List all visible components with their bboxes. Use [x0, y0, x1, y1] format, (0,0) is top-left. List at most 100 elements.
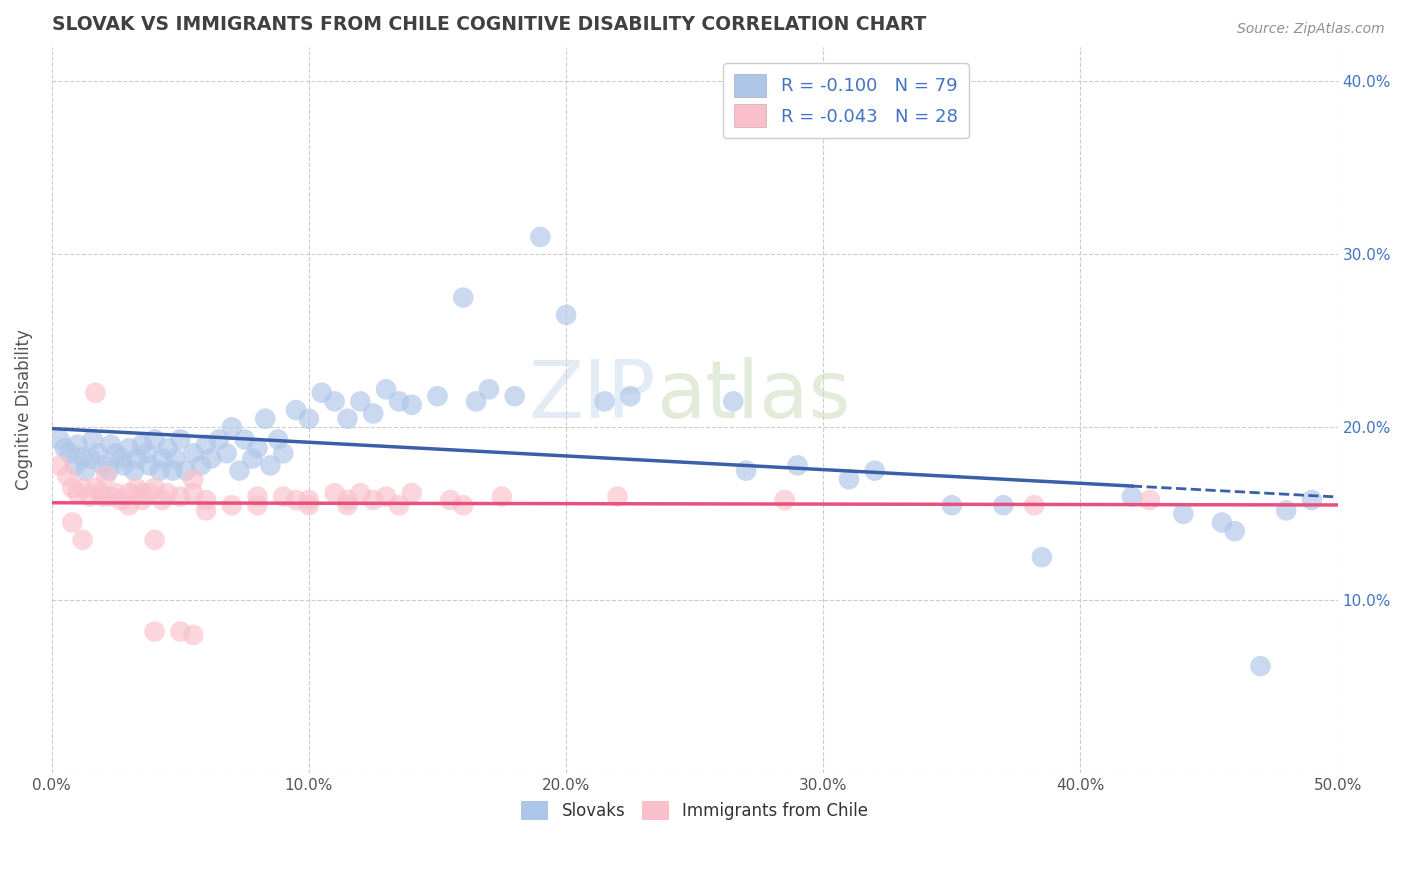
Point — [361, 493, 384, 508]
Point — [838, 472, 860, 486]
Point — [79, 490, 101, 504]
Point — [105, 486, 128, 500]
Point — [246, 441, 269, 455]
Point — [143, 481, 166, 495]
Point — [503, 389, 526, 403]
Point — [84, 385, 107, 400]
Point — [174, 464, 197, 478]
Point — [323, 394, 346, 409]
Point — [59, 446, 82, 460]
Point — [491, 490, 513, 504]
Point — [56, 468, 79, 483]
Text: SLOVAK VS IMMIGRANTS FROM CHILE COGNITIVE DISABILITY CORRELATION CHART: SLOVAK VS IMMIGRANTS FROM CHILE COGNITIV… — [52, 15, 927, 34]
Point — [1275, 503, 1298, 517]
Point — [451, 498, 474, 512]
Text: atlas: atlas — [657, 357, 851, 434]
Point — [97, 464, 120, 478]
Point — [181, 446, 204, 460]
Point — [593, 394, 616, 409]
Point — [311, 385, 333, 400]
Point — [125, 451, 148, 466]
Point — [91, 458, 114, 473]
Point — [619, 389, 641, 403]
Point — [110, 493, 132, 508]
Point — [1024, 498, 1046, 512]
Point — [388, 498, 411, 512]
Point — [181, 628, 204, 642]
Point — [66, 486, 89, 500]
Point — [1173, 507, 1195, 521]
Point — [401, 486, 423, 500]
Point — [478, 382, 501, 396]
Point — [190, 458, 212, 473]
Point — [254, 411, 277, 425]
Point — [773, 493, 796, 508]
Point — [48, 433, 70, 447]
Point — [53, 441, 76, 455]
Point — [323, 486, 346, 500]
Point — [91, 490, 114, 504]
Point — [143, 433, 166, 447]
Point — [786, 458, 808, 473]
Point — [165, 451, 187, 466]
Point — [162, 464, 184, 478]
Point — [110, 451, 132, 466]
Point — [118, 486, 141, 500]
Point — [221, 420, 243, 434]
Point — [156, 441, 179, 455]
Point — [233, 433, 256, 447]
Point — [221, 498, 243, 512]
Point — [375, 382, 398, 396]
Point — [1211, 516, 1233, 530]
Point — [228, 464, 250, 478]
Point — [259, 458, 281, 473]
Point — [60, 481, 83, 495]
Point — [66, 437, 89, 451]
Point — [131, 486, 153, 500]
Point — [240, 451, 263, 466]
Point — [100, 437, 122, 451]
Point — [285, 403, 308, 417]
Point — [125, 481, 148, 495]
Point — [336, 493, 359, 508]
Point — [298, 498, 321, 512]
Point — [336, 498, 359, 512]
Point — [285, 493, 308, 508]
Text: ZIP: ZIP — [529, 357, 657, 434]
Point — [105, 446, 128, 460]
Point — [143, 533, 166, 547]
Point — [181, 472, 204, 486]
Text: Source: ZipAtlas.com: Source: ZipAtlas.com — [1237, 22, 1385, 37]
Point — [79, 451, 101, 466]
Point — [863, 464, 886, 478]
Point — [75, 464, 97, 478]
Point — [993, 498, 1015, 512]
Point — [336, 411, 359, 425]
Point — [138, 458, 160, 473]
Point — [1031, 550, 1053, 565]
Point — [1301, 493, 1323, 508]
Point — [122, 464, 145, 478]
Point — [298, 411, 321, 425]
Point — [195, 503, 218, 517]
Point — [246, 498, 269, 512]
Point — [555, 308, 578, 322]
Point — [1139, 493, 1161, 508]
Point — [195, 437, 218, 451]
Point — [208, 433, 231, 447]
Point — [169, 490, 191, 504]
Point — [60, 516, 83, 530]
Point — [375, 490, 398, 504]
Point — [143, 624, 166, 639]
Point — [388, 394, 411, 409]
Point — [118, 498, 141, 512]
Legend: Slovaks, Immigrants from Chile: Slovaks, Immigrants from Chile — [515, 794, 875, 827]
Point — [1223, 524, 1246, 538]
Point — [246, 490, 269, 504]
Point — [181, 486, 204, 500]
Point — [135, 446, 157, 460]
Point — [941, 498, 963, 512]
Point — [267, 433, 290, 447]
Point — [84, 481, 107, 495]
Point — [72, 481, 94, 495]
